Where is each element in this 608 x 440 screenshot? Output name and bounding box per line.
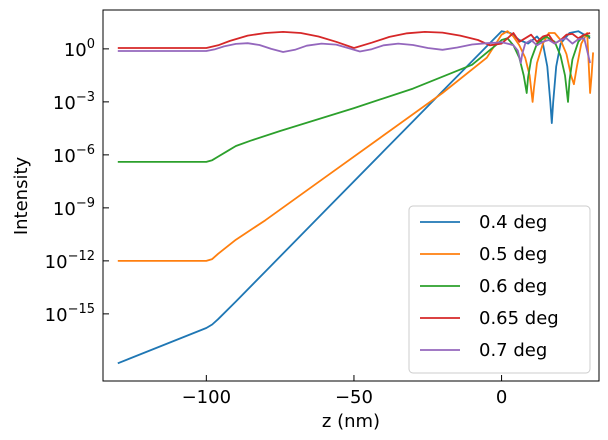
x-tick-label-0: −100	[182, 387, 231, 408]
x-tick-label-1: −50	[335, 387, 373, 408]
y-axis: 100 10−3 10−6 10−9 10−12 10−15	[45, 37, 109, 326]
series-line-4	[117, 37, 591, 64]
legend-label-4: 0.7 deg	[479, 340, 547, 361]
x-axis-label: z (nm)	[322, 411, 380, 432]
legend-label-1: 0.5 deg	[479, 244, 547, 265]
series-group	[117, 30, 594, 365]
legend-label-3: 0.65 deg	[479, 308, 559, 329]
y-axis-label: Intensity	[11, 156, 32, 235]
legend-label-2: 0.6 deg	[479, 276, 547, 297]
y-tick-label-4: 10−12	[45, 249, 95, 273]
legend-label-0: 0.4 deg	[479, 212, 547, 233]
y-tick-label-2: 10−6	[53, 143, 95, 167]
x-axis: −100 −50 0	[182, 375, 507, 408]
series-line-0	[117, 30, 591, 365]
legend: 0.4 deg 0.5 deg 0.6 deg 0.65 deg 0.7 deg	[408, 205, 591, 374]
legend-box	[408, 205, 591, 374]
y-tick-label-1: 10−3	[53, 90, 95, 114]
y-tick-label-5: 10−15	[45, 302, 95, 326]
y-tick-label-3: 10−9	[53, 196, 95, 220]
x-tick-label-2: 0	[496, 387, 507, 408]
y-tick-label-0: 100	[64, 37, 95, 61]
plot-frame	[102, 9, 600, 382]
series-line-1	[117, 30, 594, 262]
